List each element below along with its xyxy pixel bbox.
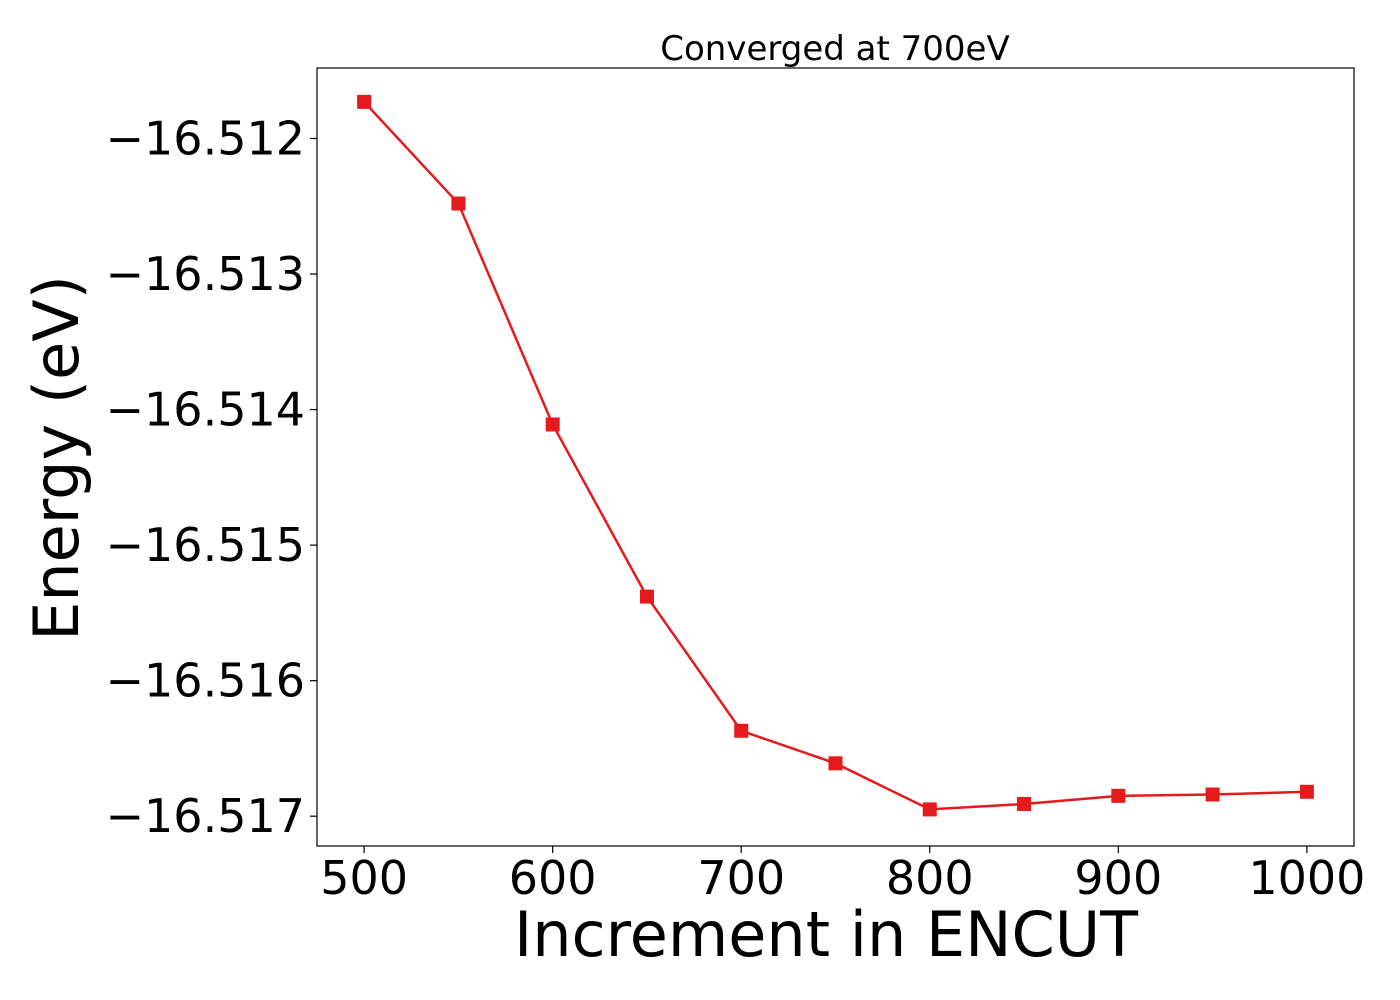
data-point-marker	[828, 756, 843, 771]
y-axis: −16.512 −16.513 −16.514 −16.515 −16.516 −16.5…	[106, 111, 317, 843]
x-tick-label: 600	[509, 851, 597, 905]
x-tick-label: 900	[1074, 851, 1162, 905]
y-tick-label: −16.514	[106, 383, 306, 437]
x-tick-label: 1000	[1248, 851, 1365, 905]
y-tick-label: −16.517	[106, 789, 306, 843]
x-tick-label: 700	[697, 851, 785, 905]
y-tick-label: −16.516	[106, 654, 306, 708]
data-point-marker	[639, 589, 654, 604]
x-axis: 500 600 700 800 900 1000	[320, 846, 1365, 905]
data-point-marker	[734, 723, 749, 738]
y-tick-label: −16.513	[106, 247, 306, 301]
data-point-marker	[545, 417, 560, 432]
series-layer	[357, 94, 1314, 817]
data-point-marker	[1017, 796, 1032, 811]
plot-frame	[316, 67, 1355, 847]
x-tick-label: 500	[320, 851, 408, 905]
data-point-marker	[1205, 787, 1220, 802]
data-point-marker	[1299, 784, 1314, 799]
x-tick-label: 800	[886, 851, 974, 905]
x-axis-label: Increment in ENCUT	[514, 898, 1139, 971]
data-point-marker	[922, 802, 937, 817]
data-point-marker	[1111, 788, 1126, 803]
chart-title: Converged at 700eV	[660, 29, 1009, 69]
y-axis-label: Energy (eV)	[20, 275, 93, 641]
data-point-marker	[451, 196, 466, 211]
data-point-marker	[357, 94, 372, 109]
y-tick-label: −16.515	[106, 518, 306, 572]
y-tick-label: −16.512	[106, 111, 306, 165]
series-line	[363, 101, 1307, 811]
